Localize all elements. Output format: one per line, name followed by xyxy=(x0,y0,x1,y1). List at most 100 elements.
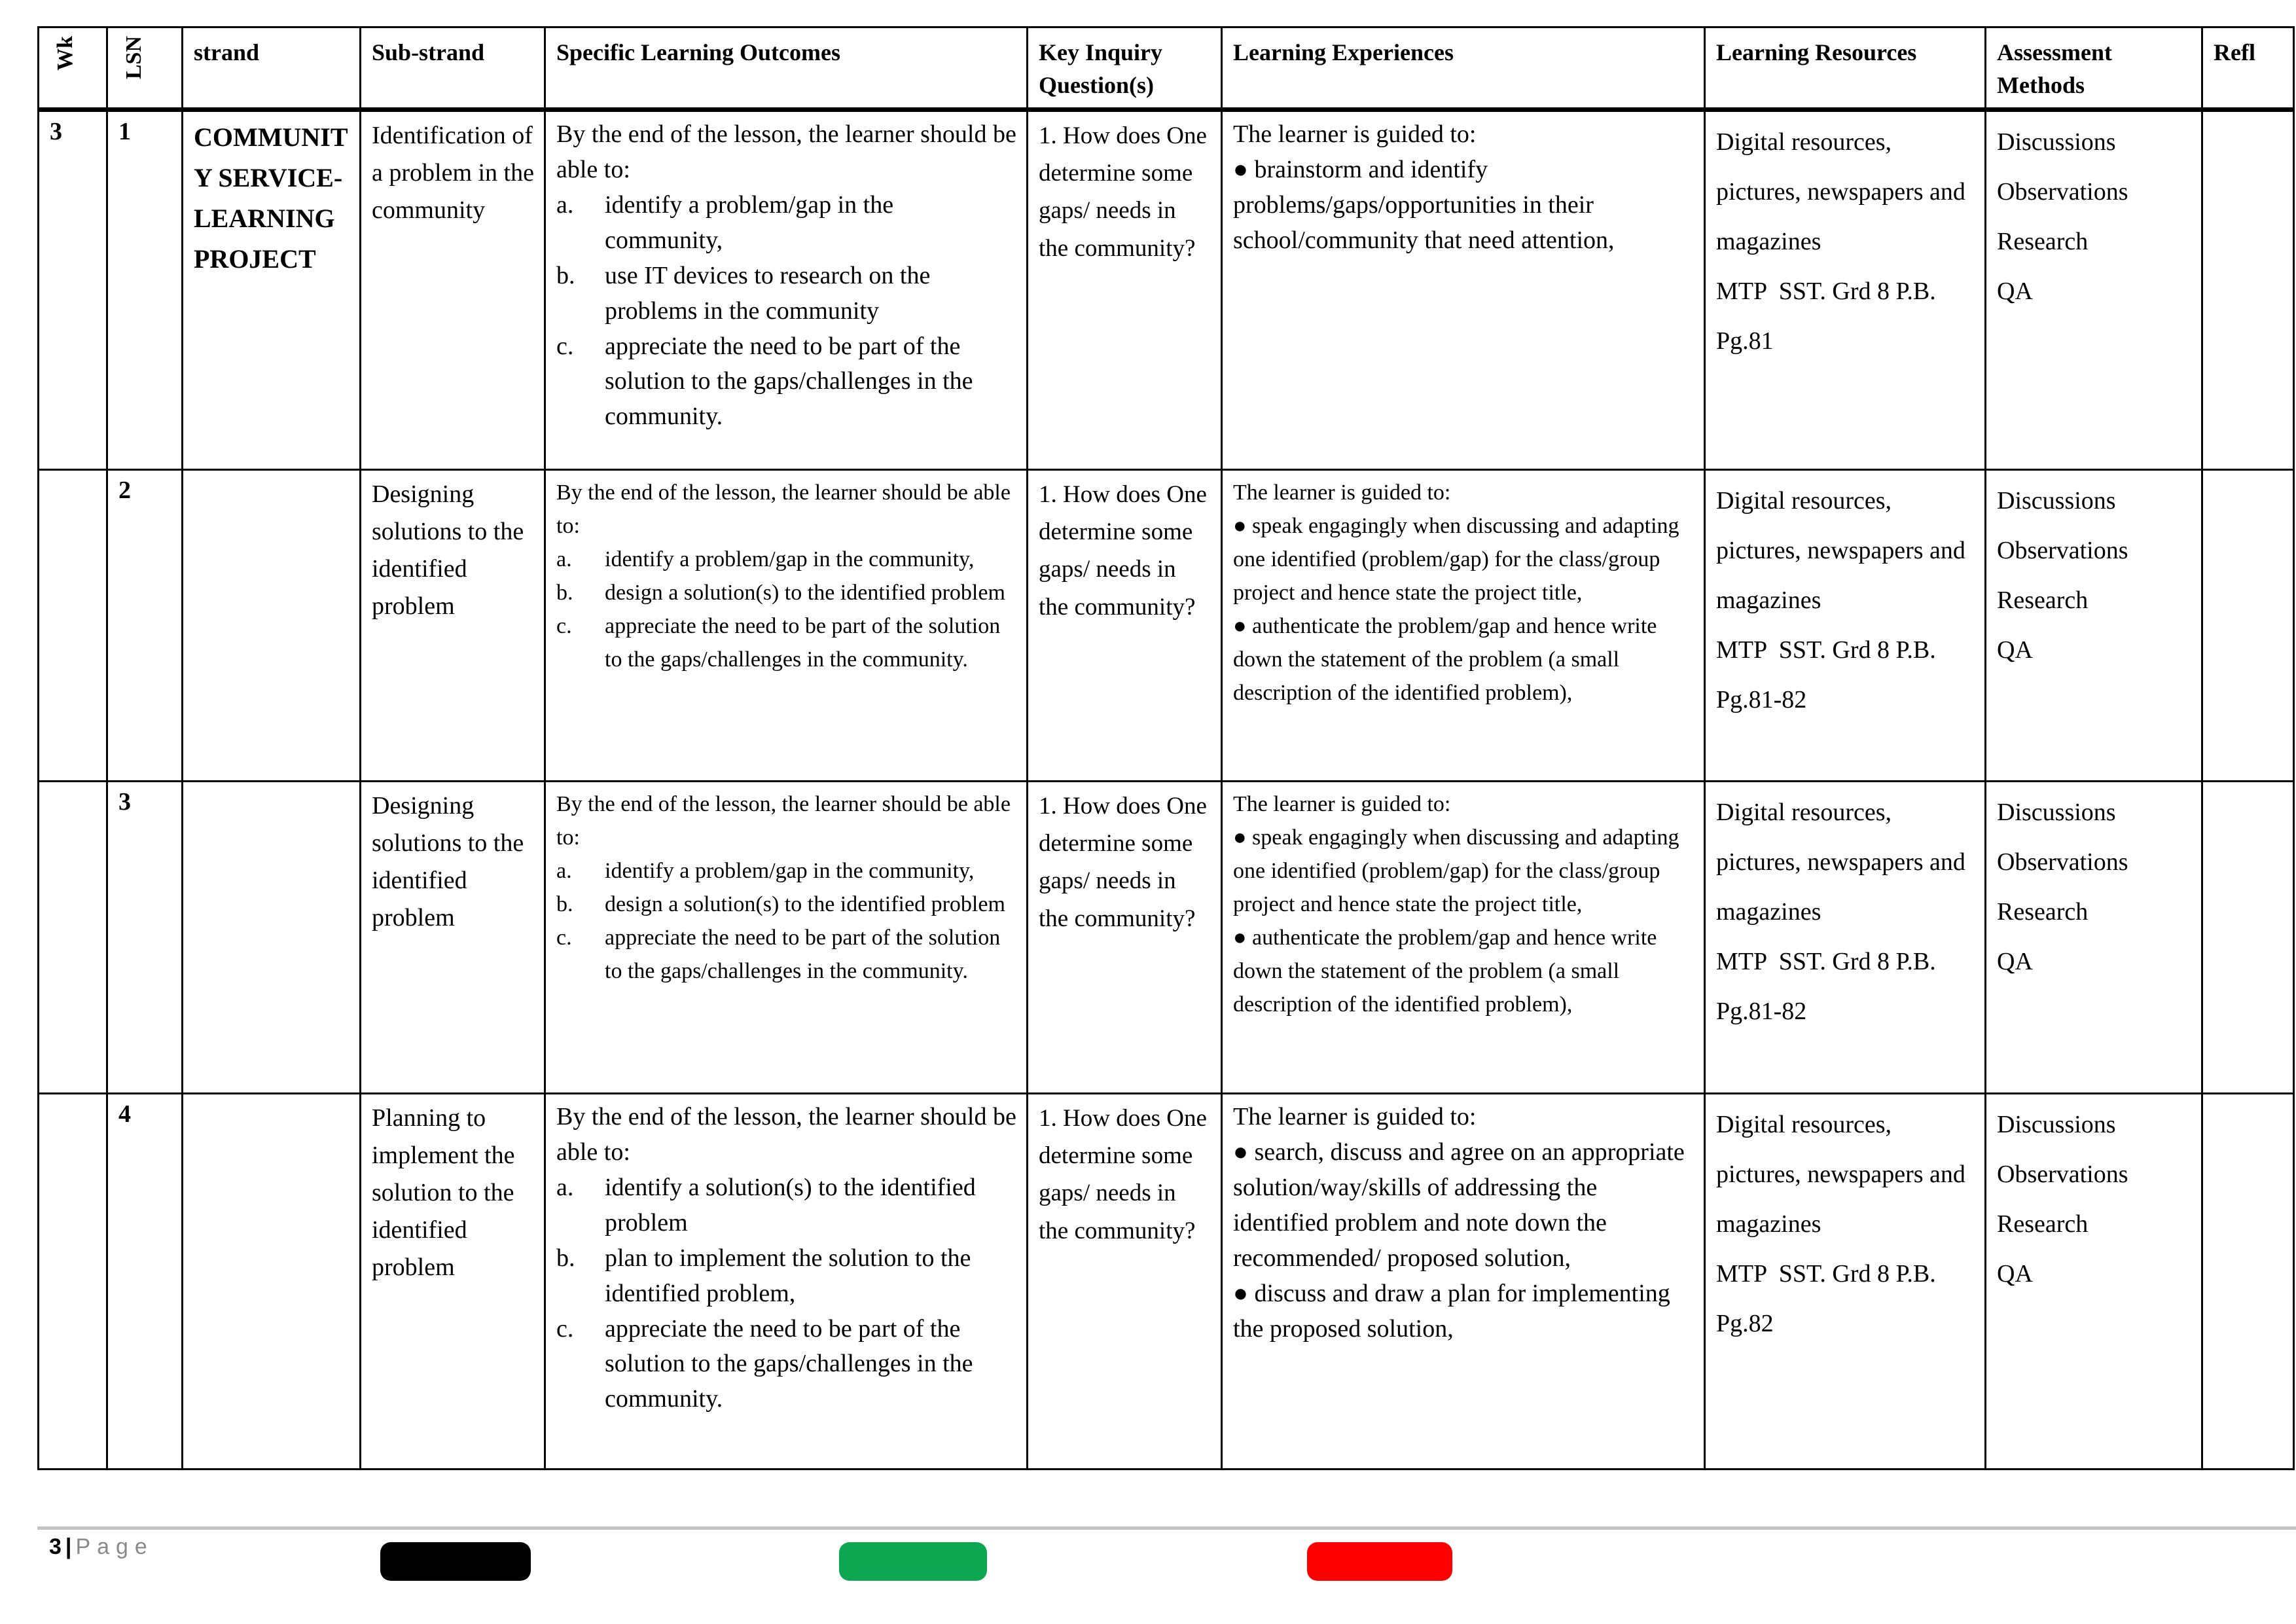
outcome-marker: a. xyxy=(556,1173,574,1201)
assessment-item: Observations xyxy=(1997,536,2128,564)
strand-cell: COMMUNITY SERVICE-LEARNING PROJECT xyxy=(181,108,361,471)
table-row-lesson-2: 2 Designing solutions to the identified … xyxy=(37,468,2295,782)
substrand-cell: Identification of a problem in the commu… xyxy=(359,108,546,471)
assessment-item: Research xyxy=(1997,897,2089,926)
outcomes-cell: By the end of the lesson, the learner sh… xyxy=(544,780,1028,1094)
scheme-of-work-table: Wk LSN strand Sub-strand Specific Learni… xyxy=(37,26,2295,1470)
substrand-cell: Designing solutions to the identified pr… xyxy=(359,468,546,782)
resources-book: MTP SST. Grd 8 P.B. Pg.81-82 xyxy=(1716,636,1943,713)
outcome-text: design a solution(s) to the identified p… xyxy=(605,892,1005,916)
refl-cell xyxy=(2201,1092,2295,1470)
outcome-item: c. appreciate the need to be part of the … xyxy=(556,1312,1017,1418)
col-header-wk-label: Wk xyxy=(53,36,77,71)
experiences-intro: The learner is guided to: xyxy=(1233,120,1477,148)
outcome-text: identify a problem/gap in the community, xyxy=(605,858,975,883)
outcome-item: a. identify a problem/gap in the communit… xyxy=(556,543,1017,576)
experience-item: speak engagingly when discussing and ada… xyxy=(1233,509,1695,609)
outcome-marker: b. xyxy=(556,1244,575,1272)
experiences-cell: The learner is guided to: speak engaging… xyxy=(1221,780,1706,1094)
outcomes-intro: By the end of the lesson, the learner sh… xyxy=(556,1102,1016,1166)
col-header-refl: Refl xyxy=(2201,26,2295,112)
outcome-item: a. identify a problem/gap in the communit… xyxy=(556,188,1017,259)
assessment-item: Research xyxy=(1997,586,2089,614)
outcome-marker: b. xyxy=(556,892,573,916)
outcome-marker: c. xyxy=(556,613,572,638)
outcome-item: c. appreciate the need to be part of the … xyxy=(556,609,1017,676)
resources-text: Digital resources, pictures, newspapers … xyxy=(1716,128,1972,255)
black-bar xyxy=(380,1542,531,1581)
outcomes-intro: By the end of the lesson, the learner sh… xyxy=(556,480,1011,538)
table-row-lesson-1: 3 1 COMMUNITY SERVICE-LEARNING PROJECT I… xyxy=(37,108,2295,471)
header-row: Wk LSN strand Sub-strand Specific Learni… xyxy=(37,26,2295,112)
experiences-cell: The learner is guided to: brainstorm and… xyxy=(1221,108,1706,471)
lsn-cell: 2 xyxy=(106,468,183,782)
outcome-item: a. identify a solution(s) to the identifi… xyxy=(556,1170,1017,1241)
outcomes-cell: By the end of the lesson, the learner sh… xyxy=(544,108,1028,471)
assessment-item: Observations xyxy=(1997,848,2128,876)
red-bar xyxy=(1307,1542,1452,1581)
experiences-intro: The learner is guided to: xyxy=(1233,480,1451,505)
kiq-cell: 1. How does One determine some gaps/ nee… xyxy=(1026,780,1223,1094)
lsn-cell: 3 xyxy=(106,780,183,1094)
outcome-text: identify a solution(s) to the identified… xyxy=(605,1173,976,1236)
col-header-experiences: Learning Experiences xyxy=(1221,26,1706,112)
kiq-cell: 1. How does One determine some gaps/ nee… xyxy=(1026,1092,1223,1470)
strand-cell xyxy=(181,1092,361,1470)
resources-cell: Digital resources, pictures, newspapers … xyxy=(1704,108,1986,471)
resources-cell: Digital resources, pictures, newspapers … xyxy=(1704,468,1986,782)
experience-item: discuss and draw a plan for implementing… xyxy=(1233,1276,1695,1347)
outcome-text: design a solution(s) to the identified p… xyxy=(605,580,1005,605)
outcome-marker: c. xyxy=(556,332,574,360)
strand-cell xyxy=(181,468,361,782)
assessment-item: QA xyxy=(1997,636,2033,664)
experience-item: search, discuss and agree on an appropri… xyxy=(1233,1135,1695,1276)
refl-cell xyxy=(2201,780,2295,1094)
outcome-text: appreciate the need to be part of the so… xyxy=(605,613,1001,672)
table-row-lesson-3: 3 Designing solutions to the identified … xyxy=(37,780,2295,1094)
kiq-cell: 1. How does One determine some gaps/ nee… xyxy=(1026,468,1223,782)
outcome-item: b. plan to implement the solution to the … xyxy=(556,1241,1017,1312)
assessment-cell: Discussions Observations Research QA xyxy=(1984,468,2203,782)
strand-cell xyxy=(181,780,361,1094)
assessment-item: QA xyxy=(1997,1259,2033,1288)
assessment-item: Research xyxy=(1997,1210,2089,1238)
experiences-cell: The learner is guided to: search, discus… xyxy=(1221,1092,1706,1470)
resources-book: MTP SST. Grd 8 P.B. Pg.81 xyxy=(1716,277,1943,355)
outcomes-cell: By the end of the lesson, the learner sh… xyxy=(544,468,1028,782)
col-header-kiq: Key Inquiry Question(s) xyxy=(1026,26,1223,112)
col-header-assessment: Assessment Methods xyxy=(1984,26,2203,112)
assessment-item: Discussions xyxy=(1997,1110,2116,1138)
page-label: Page xyxy=(75,1534,154,1559)
outcome-marker: a. xyxy=(556,547,572,571)
outcome-text: plan to implement the solution to the id… xyxy=(605,1244,971,1307)
outcome-marker: c. xyxy=(556,925,572,950)
resources-cell: Digital resources, pictures, newspapers … xyxy=(1704,780,1986,1094)
experience-item: authenticate the problem/gap and hence w… xyxy=(1233,921,1695,1021)
experiences-intro: The learner is guided to: xyxy=(1233,791,1451,816)
assessment-item: Discussions xyxy=(1997,128,2116,156)
wk-cell xyxy=(37,1092,108,1470)
outcome-text: appreciate the need to be part of the so… xyxy=(605,925,1001,983)
outcome-item: a. identify a problem/gap in the communit… xyxy=(556,854,1017,888)
resources-text: Digital resources, pictures, newspapers … xyxy=(1716,798,1972,926)
col-header-substrand: Sub-strand xyxy=(359,26,546,112)
outcome-marker: c. xyxy=(556,1314,574,1343)
outcome-marker: a. xyxy=(556,190,574,219)
col-header-wk: Wk xyxy=(37,26,108,112)
outcome-text: use IT devices to research on the proble… xyxy=(605,261,931,325)
experience-item: authenticate the problem/gap and hence w… xyxy=(1233,609,1695,710)
assessment-item: QA xyxy=(1997,947,2033,975)
table-row-lesson-4: 4 Planning to implement the solution to … xyxy=(37,1092,2295,1470)
outcome-marker: b. xyxy=(556,580,573,605)
outcome-text: appreciate the need to be part of the so… xyxy=(605,332,973,431)
page-separator: | xyxy=(65,1534,72,1559)
col-header-resources: Learning Resources xyxy=(1704,26,1986,112)
assessment-cell: Discussions Observations Research QA xyxy=(1984,1092,2203,1470)
experiences-intro: The learner is guided to: xyxy=(1233,1102,1477,1130)
wk-cell xyxy=(37,468,108,782)
resources-book: MTP SST. Grd 8 P.B. Pg.81-82 xyxy=(1716,947,1943,1025)
outcome-marker: a. xyxy=(556,858,572,883)
outcome-item: c. appreciate the need to be part of the … xyxy=(556,329,1017,435)
assessment-cell: Discussions Observations Research QA xyxy=(1984,108,2203,471)
